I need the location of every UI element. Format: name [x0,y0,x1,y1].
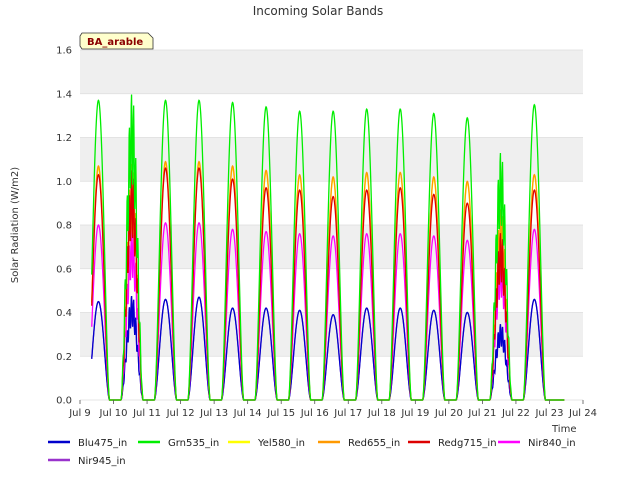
series-group [91,94,565,401]
legend-label: Nir840_in [528,438,576,449]
legend: Blu475_in Grn535_in Yel580_in Red655_in Redg… [48,438,576,467]
legend-label: Blu475_in [78,438,127,449]
x-tick-label: Jul 16 [300,408,329,419]
y-tick-label: 0.8 [56,221,72,232]
legend-label: Yel580_in [257,438,305,449]
y-tick-label: 1.6 [56,46,72,57]
x-tick-label: Jul 23 [534,408,563,419]
plot-band [80,50,583,94]
x-tick-label: Jul 22 [501,408,530,419]
y-tick-label: 1.2 [56,133,72,144]
x-tick-label: Jul 19 [400,408,429,419]
x-axis-label: Time [551,424,576,435]
legend-label: Red655_in [348,438,400,449]
x-tick-label: Jul 18 [367,408,396,419]
x-tick-label: Jul 20 [434,408,463,419]
y-axis-label: Solar Radiation (W/m2) [10,167,21,283]
x-tick-label: Jul 9 [68,408,91,419]
y-tick-label: 1.4 [56,89,72,100]
y-tick-label: 0.2 [56,352,72,363]
legend-label: Nir945_in [78,456,126,467]
y-tick-label: 0.4 [56,308,72,319]
x-tick-label: Jul 15 [266,408,295,419]
x-tick-label: Jul 21 [467,408,496,419]
x-tick-label: Jul 24 [568,408,597,419]
plot-band [80,137,583,182]
legend-label: Redg715_in [438,438,497,449]
x-tick-label: Jul 10 [99,408,128,419]
y-tick-label: 0.6 [56,264,72,275]
station-badge: BA_arable [79,32,154,50]
x-tick-label: Jul 13 [199,408,228,419]
legend-label: Grn535_in [168,438,219,449]
x-tick-label: Jul 11 [132,408,161,419]
y-tick-label: 1.0 [56,177,72,188]
chart-title: Incoming Solar Bands [253,4,384,18]
series-line-grn535-in [91,94,565,401]
x-tick-label: Jul 17 [333,408,362,419]
y-tick-label: 0.0 [56,396,72,407]
x-tick-label: Jul 12 [166,408,195,419]
x-tick-label: Jul 14 [233,408,262,419]
station-badge-label: BA_arable [87,37,143,48]
axes: 0.0 0.2 0.4 0.6 0.8 1.0 1.2 1.4 1.6 Jul 9 Jul 10 Ju… [56,46,597,420]
